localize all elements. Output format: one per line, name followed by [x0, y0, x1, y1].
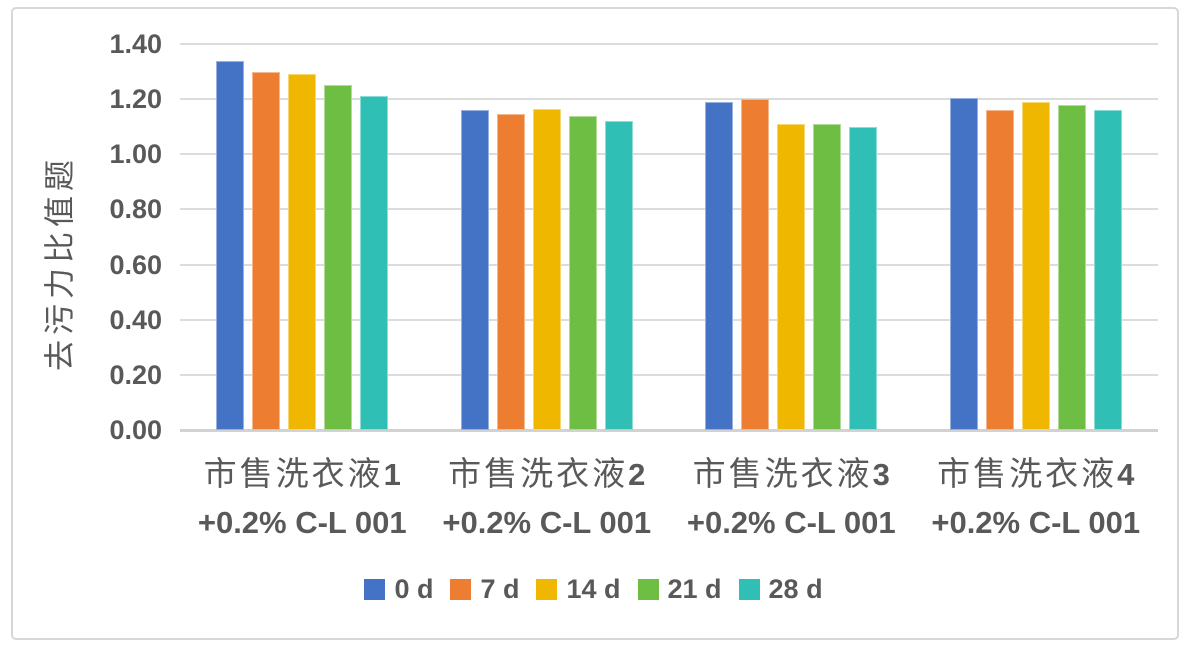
- category-name-text: 市售洗衣液: [937, 454, 1118, 493]
- legend-label: 21 d: [667, 574, 722, 604]
- bar-28d-group4: [1093, 110, 1122, 430]
- legend-label: 7 d: [480, 574, 520, 604]
- category-label-4: 市售洗衣液4 +0.2% C-L 001: [886, 452, 1186, 543]
- category-line2: +0.2% C-L 001: [442, 505, 652, 540]
- legend: 0 d 7 d 14 d 21 d 28 d: [0, 574, 1187, 605]
- y-tick-label: 0.60: [109, 249, 162, 280]
- legend-label: 14 d: [566, 574, 621, 604]
- category-line2: +0.2% C-L 001: [931, 505, 1141, 540]
- bar-7d-group4: [985, 110, 1014, 430]
- category-line2: +0.2% C-L 001: [197, 505, 407, 540]
- bar-21d-group2: [568, 115, 597, 430]
- legend-swatch-icon: [637, 579, 659, 600]
- bar-7d-group2: [496, 114, 525, 430]
- y-tick-label: 1.00: [109, 139, 162, 170]
- bar-21d-group1: [324, 85, 353, 430]
- bar-14d-group3: [777, 123, 806, 430]
- gridline: [180, 373, 1158, 376]
- category-number: 4: [1117, 457, 1135, 492]
- y-tick-label: 1.20: [109, 84, 162, 115]
- gridline: [180, 263, 1158, 266]
- bar-0d-group4: [949, 97, 978, 430]
- bar-0d-group3: [705, 101, 734, 430]
- bar-28d-group1: [360, 96, 389, 430]
- gridline: [180, 98, 1158, 101]
- legend-item-7d: 7 d: [450, 574, 519, 605]
- bar-21d-group4: [1057, 104, 1086, 430]
- y-tick-label: 0.00: [109, 415, 162, 445]
- bar-7d-group1: [252, 71, 281, 430]
- bar-14d-group2: [532, 108, 561, 430]
- category-number: 1: [383, 457, 401, 492]
- bar-14d-group1: [288, 74, 317, 430]
- category-line1: 市售洗衣液2: [397, 452, 697, 503]
- bar-0d-group1: [216, 60, 245, 430]
- bar-0d-group2: [460, 110, 489, 430]
- legend-swatch-icon: [738, 579, 760, 600]
- legend-swatch-icon: [364, 579, 386, 600]
- category-name-text: 市售洗衣液: [203, 454, 384, 493]
- category-name-text: 市售洗衣液: [692, 454, 873, 493]
- category-line1: 市售洗衣液1: [152, 452, 452, 503]
- category-label-1: 市售洗衣液1 +0.2% C-L 001: [152, 452, 452, 543]
- legend-swatch-icon: [536, 579, 558, 600]
- category-line2: +0.2% C-L 001: [686, 505, 896, 540]
- legend-item-21d: 21 d: [637, 574, 722, 605]
- legend-label: 28 d: [768, 574, 823, 604]
- y-tick-label: 0.80: [109, 194, 162, 225]
- y-tick-label: 0.20: [109, 359, 162, 390]
- category-number: 2: [628, 457, 646, 492]
- category-line1: 市售洗衣液4: [886, 452, 1186, 503]
- legend-item-0d: 0 d: [364, 574, 433, 605]
- gridline: [180, 153, 1158, 156]
- gridline: [180, 208, 1158, 211]
- bar-21d-group3: [813, 123, 842, 430]
- y-tick-label: 1.40: [109, 29, 162, 59]
- x-axis-line: [180, 429, 1158, 432]
- bar-28d-group2: [604, 121, 633, 430]
- gridline: [180, 43, 1158, 45]
- bar-14d-group4: [1021, 101, 1050, 430]
- gridline: [180, 318, 1158, 321]
- bar-7d-group3: [741, 99, 770, 430]
- category-label-3: 市售洗衣液3 +0.2% C-L 001: [641, 452, 941, 543]
- category-line1: 市售洗衣液3: [641, 452, 941, 503]
- legend-item-14d: 14 d: [536, 574, 621, 605]
- y-tick-label: 0.40: [109, 304, 162, 335]
- category-number: 3: [872, 457, 890, 492]
- legend-item-28d: 28 d: [738, 574, 823, 605]
- bar-28d-group3: [849, 126, 878, 430]
- category-name-text: 市售洗衣液: [448, 454, 629, 493]
- legend-swatch-icon: [450, 579, 472, 600]
- category-label-2: 市售洗衣液2 +0.2% C-L 001: [397, 452, 697, 543]
- legend-label: 0 d: [394, 574, 434, 604]
